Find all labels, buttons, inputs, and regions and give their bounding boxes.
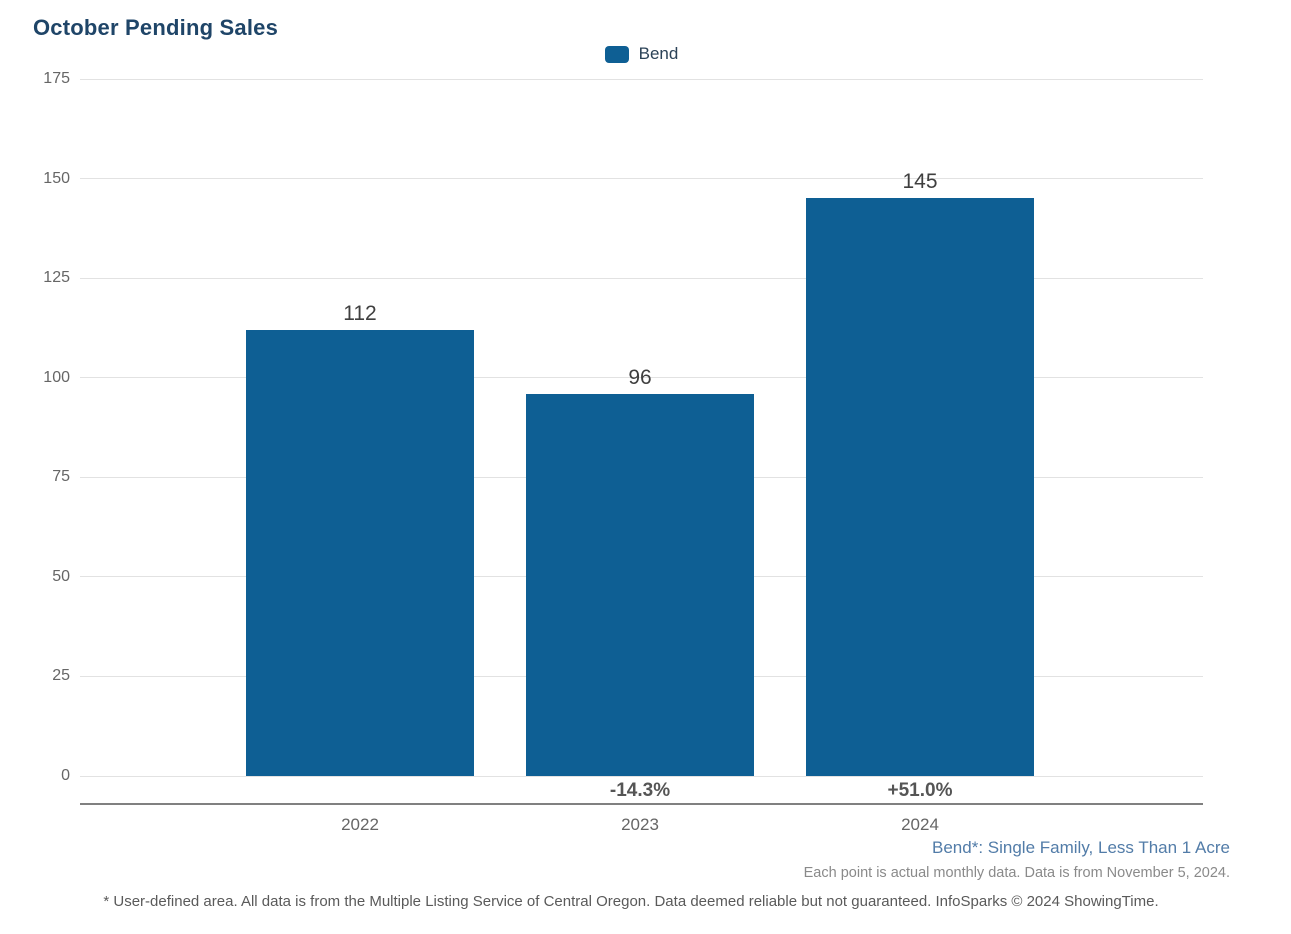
legend-swatch-icon [604,45,629,63]
bar-value-label: 96 [628,365,652,389]
legend-item-bend[interactable]: Bend [604,44,679,64]
y-axis-tick-label: 75 [52,468,70,486]
y-axis-tick-label: 150 [43,169,70,187]
legend: Bend [80,44,1203,64]
pct-change-label: +51.0% [887,780,953,801]
x-axis-line [80,803,1203,805]
y-axis-tick-label: 25 [52,667,70,685]
y-axis-tick-label: 50 [52,567,70,585]
x-axis-tick-label: 2024 [901,815,939,834]
gridline [80,178,1203,180]
y-axis-tick-label: 100 [43,368,70,386]
legend-item-label: Bend [638,44,679,63]
footer-disclaimer: * User-defined area. All data is from th… [103,893,1159,910]
chart-title: October Pending Sales [33,15,279,40]
bar-2024[interactable] [806,198,1034,776]
x-axis-tick-label: 2023 [621,815,659,834]
y-axis-tick-label: 0 [61,767,70,784]
gridline [80,377,1203,379]
y-axis-tick-label: 175 [43,70,70,87]
gridline [80,775,1203,777]
series-definition-note: Bend*: Single Family, Less Than 1 Acre [932,838,1230,857]
bar-2023[interactable] [526,393,754,776]
data-source-note: Each point is actual monthly data. Data … [803,865,1230,881]
pct-change-label: -14.3% [609,780,671,801]
x-axis-tick-label: 2022 [341,815,379,834]
bar-2022[interactable] [246,329,474,776]
y-axis-tick-label: 125 [43,269,70,287]
gridline [80,277,1203,279]
bar-value-label: 145 [902,170,938,194]
gridline [80,78,1203,80]
bar-value-label: 112 [343,301,377,325]
